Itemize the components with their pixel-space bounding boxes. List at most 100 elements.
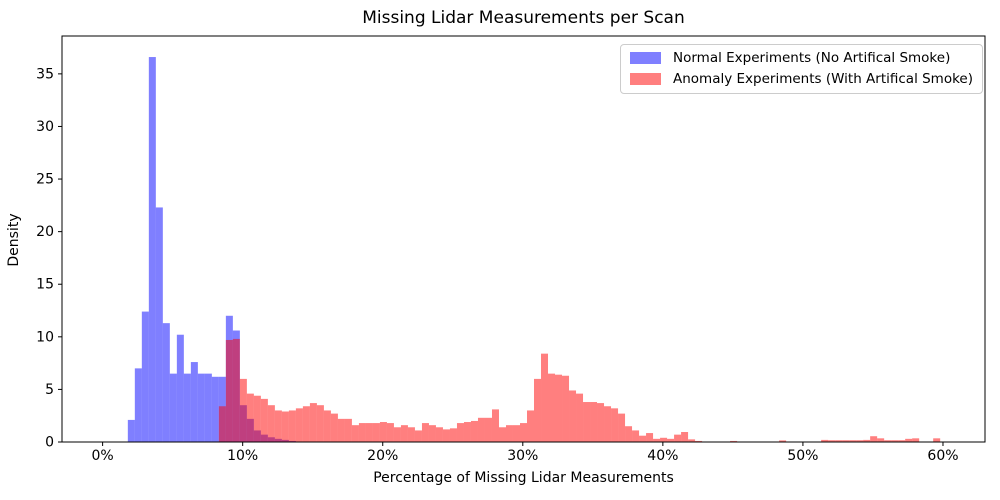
hist-bar-anomaly: [302, 406, 310, 442]
hist-bar-anomaly: [590, 402, 598, 442]
hist-bar-anomaly: [281, 411, 289, 442]
hist-bar-normal: [141, 311, 149, 442]
hist-bar-anomaly: [905, 438, 913, 442]
x-tick-label: 10%: [227, 448, 258, 464]
hist-bar-anomaly: [611, 408, 619, 442]
hist-bar-anomaly: [484, 417, 492, 442]
hist-bar-anomaly: [632, 430, 640, 442]
hist-bar-anomaly: [583, 402, 591, 442]
y-tick-label: 30: [36, 119, 54, 135]
legend-item-normal: Normal Experiments (No Artifical Smoke): [630, 50, 973, 66]
hist-bar-anomaly: [625, 426, 633, 442]
hist-bar-anomaly: [449, 428, 457, 442]
hist-bar-anomaly: [393, 427, 401, 442]
hist-bar-anomaly: [604, 406, 612, 442]
hist-bar-normal: [162, 323, 170, 442]
hist-bar-anomaly: [386, 423, 394, 442]
hist-bar-anomaly: [688, 439, 696, 442]
hist-bar-anomaly: [527, 410, 534, 442]
hist-bar-anomaly: [639, 435, 647, 442]
hist-bar-normal: [155, 207, 163, 442]
hist-bar-anomaly: [337, 418, 345, 442]
hist-bar-anomaly: [477, 417, 485, 442]
hist-bar-anomaly: [681, 432, 689, 442]
hist-bar-normal: [148, 57, 156, 442]
hist-bar-normal: [211, 376, 219, 442]
hist-bar-anomaly: [274, 410, 282, 442]
hist-bar-anomaly: [435, 427, 443, 442]
hist-bar-anomaly: [505, 425, 513, 442]
y-tick-label: 15: [36, 277, 54, 293]
x-axis-label: Percentage of Missing Lidar Measurements: [373, 470, 674, 486]
hist-bar-anomaly: [513, 425, 520, 442]
hist-bar-anomaly: [576, 393, 584, 442]
hist-bar-anomaly: [498, 427, 506, 442]
hist-bar-anomaly: [548, 373, 556, 442]
hist-bar-normal: [127, 419, 135, 442]
hist-bar-anomaly: [309, 403, 317, 442]
hist-bar-anomaly: [344, 418, 352, 442]
hist-bar-anomaly: [541, 353, 549, 442]
legend-swatch-anomaly-icon: [630, 73, 661, 85]
hist-bar-anomaly: [877, 438, 885, 442]
hist-bar-anomaly: [407, 427, 415, 442]
hist-bar-anomaly: [491, 409, 499, 442]
hist-bar-anomaly: [218, 406, 226, 442]
hist-bar-anomaly: [295, 408, 303, 442]
hist-bar-anomaly: [933, 438, 941, 442]
hist-bar-anomaly: [891, 440, 899, 442]
y-tick-label: 20: [36, 224, 54, 240]
x-tick-label: 60%: [927, 448, 958, 464]
x-tick-label: 30%: [507, 448, 538, 464]
hist-bar-anomaly: [569, 390, 577, 442]
hist-bar-anomaly: [828, 440, 836, 442]
y-tick-label: 25: [36, 172, 54, 188]
legend-swatch-normal-icon: [630, 52, 661, 64]
x-tick-label: 40%: [647, 448, 678, 464]
hist-bar-anomaly: [442, 429, 450, 442]
hist-bar-anomaly: [246, 393, 254, 442]
hist-bar-anomaly: [267, 405, 275, 442]
y-axis-label: Density: [6, 213, 22, 267]
hist-bar-anomaly: [421, 423, 429, 442]
hist-bar-anomaly: [358, 423, 366, 442]
hist-bar-anomaly: [414, 430, 422, 442]
hist-bar-anomaly: [456, 423, 464, 442]
hist-bar-anomaly: [821, 439, 829, 442]
hist-bar-anomaly: [316, 405, 324, 442]
hist-bar-normal: [197, 373, 205, 442]
hist-bar-anomaly: [695, 440, 703, 442]
hist-bar-anomaly: [674, 434, 682, 442]
hist-bar-anomaly: [646, 433, 654, 442]
hist-bar-anomaly: [842, 440, 850, 442]
hist-bar-anomaly: [260, 398, 268, 442]
hist-bar-anomaly: [232, 338, 240, 442]
x-tick-label: 50%: [787, 448, 818, 464]
chart-title: Missing Lidar Measurements per Scan: [362, 8, 685, 28]
plot-border: [61, 35, 986, 443]
hist-bar-normal: [169, 373, 177, 442]
hist-bar-anomaly: [562, 375, 570, 442]
hist-bar-anomaly: [253, 395, 261, 442]
hist-bar-anomaly: [428, 425, 436, 442]
hist-bar-anomaly: [667, 438, 675, 442]
y-tick-label: 0: [45, 435, 54, 451]
hist-bar-anomaly: [330, 413, 338, 442]
hist-bar-anomaly: [863, 439, 871, 442]
hist-bar-anomaly: [653, 438, 661, 442]
legend-label-normal: Normal Experiments (No Artifical Smoke): [673, 50, 951, 66]
hist-bar-anomaly: [470, 420, 478, 442]
hist-bar-anomaly: [884, 440, 892, 442]
hist-bar-anomaly: [849, 440, 857, 442]
hist-bar-anomaly: [400, 425, 408, 442]
hist-bar-anomaly: [779, 440, 787, 442]
hist-bar-anomaly: [597, 403, 605, 442]
x-tick-label: 20%: [367, 448, 398, 464]
hist-bar-anomaly: [288, 410, 296, 442]
hist-bar-normal: [134, 368, 142, 442]
hist-bar-anomaly: [618, 413, 626, 442]
legend-label-anomaly: Anomaly Experiments (With Artifical Smok…: [673, 71, 973, 87]
legend: Normal Experiments (No Artifical Smoke) …: [620, 44, 983, 94]
hist-bar-anomaly: [463, 422, 471, 442]
